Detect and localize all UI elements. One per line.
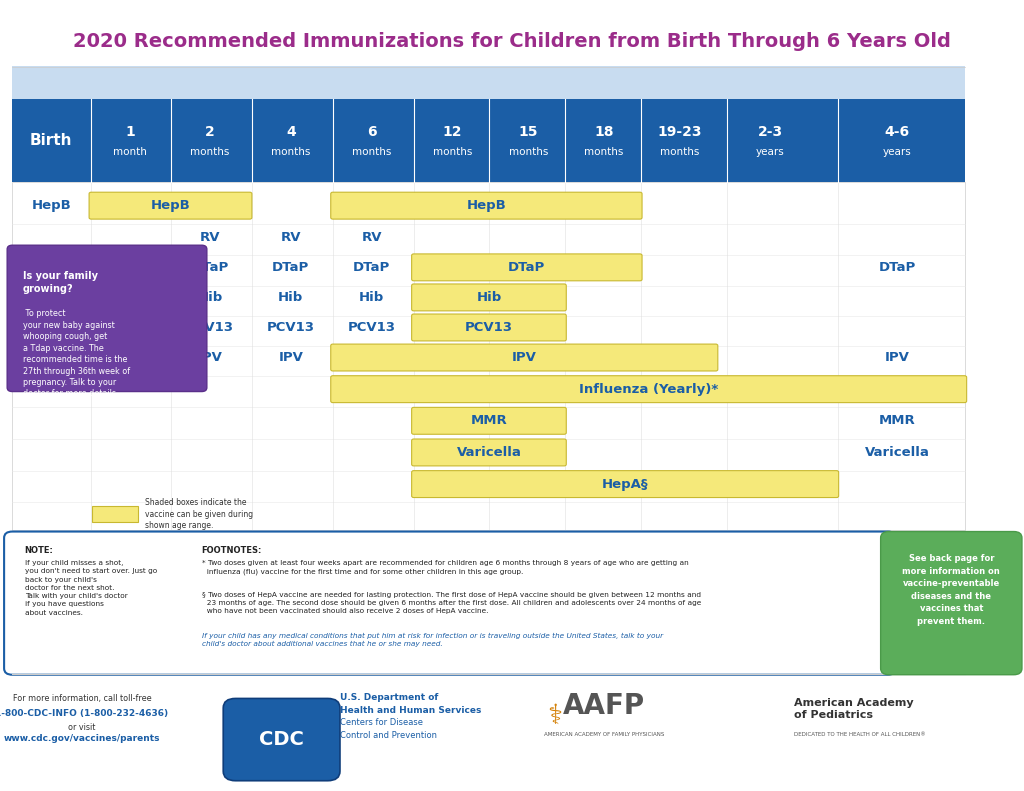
Text: AMERICAN ACADEMY OF FAMILY PHYSICIANS: AMERICAN ACADEMY OF FAMILY PHYSICIANS (544, 732, 665, 736)
Text: NOTE:: NOTE: (25, 546, 53, 554)
Text: 19-23: 19-23 (657, 126, 702, 139)
FancyBboxPatch shape (412, 471, 839, 498)
Text: Health and Human Services: Health and Human Services (340, 706, 481, 714)
Text: If your child misses a shot,
you don't need to start over. Just go
back to your : If your child misses a shot, you don't n… (25, 560, 157, 615)
FancyBboxPatch shape (412, 439, 566, 466)
Text: Hib: Hib (279, 291, 303, 304)
Text: HepB: HepB (151, 199, 190, 212)
Text: American Academy: American Academy (794, 698, 913, 708)
Text: 2: 2 (205, 126, 215, 139)
Text: 4-6: 4-6 (885, 126, 909, 139)
Text: months: months (352, 147, 391, 157)
Text: MMR: MMR (879, 414, 915, 427)
Text: Birth: Birth (30, 133, 73, 148)
Text: U.S. Department of: U.S. Department of (340, 693, 438, 702)
FancyBboxPatch shape (412, 314, 566, 341)
Text: DTaP: DTaP (879, 261, 915, 274)
Text: RV: RV (281, 231, 301, 244)
Text: Shaded boxes indicate the
vaccine can be given during
shown age range.: Shaded boxes indicate the vaccine can be… (145, 498, 254, 531)
FancyBboxPatch shape (881, 532, 1022, 675)
Text: * Two doses given at least four weeks apart are recommended for children age 6 m: * Two doses given at least four weeks ap… (202, 560, 688, 574)
Text: Varicella: Varicella (457, 446, 521, 459)
Text: IPV: IPV (279, 351, 303, 364)
Text: Hib: Hib (476, 291, 502, 304)
Text: 1: 1 (125, 126, 135, 139)
Text: RV: RV (200, 231, 220, 244)
Text: months: months (190, 147, 229, 157)
Text: HepA§: HepA§ (602, 478, 648, 490)
Text: DTaP: DTaP (191, 261, 228, 274)
Text: PCV13: PCV13 (465, 321, 513, 334)
Text: 18: 18 (594, 126, 614, 139)
Text: ⚕: ⚕ (548, 702, 562, 730)
FancyBboxPatch shape (412, 407, 566, 434)
FancyBboxPatch shape (412, 254, 642, 281)
Text: Varicella: Varicella (864, 446, 930, 459)
Text: 6: 6 (367, 126, 377, 139)
Text: month: month (113, 147, 147, 157)
FancyBboxPatch shape (331, 192, 642, 219)
Text: Hib: Hib (198, 291, 222, 304)
FancyBboxPatch shape (7, 245, 207, 392)
Bar (92, 506, 138, 522)
Text: or visit: or visit (69, 723, 95, 732)
Text: months: months (433, 147, 472, 157)
Text: Influenza (Yearly)*: Influenza (Yearly)* (580, 383, 718, 396)
Text: DEDICATED TO THE HEALTH OF ALL CHILDREN®: DEDICATED TO THE HEALTH OF ALL CHILDREN® (794, 732, 926, 736)
Bar (12, 182, 965, 530)
Bar (12, 99, 965, 182)
FancyBboxPatch shape (89, 192, 252, 219)
Text: RV: RV (361, 231, 382, 244)
Text: To protect
your new baby against
whooping cough, get
a Tdap vaccine. The
recomme: To protect your new baby against whoopin… (23, 309, 130, 399)
Text: For more information, call toll-free: For more information, call toll-free (12, 694, 152, 703)
Text: IPV: IPV (885, 351, 909, 364)
Text: Hib: Hib (359, 291, 384, 304)
Text: Control and Prevention: Control and Prevention (340, 731, 437, 740)
Text: PCV13: PCV13 (186, 321, 233, 334)
Text: years: years (756, 147, 784, 157)
Text: months: months (509, 147, 548, 157)
Text: months: months (660, 147, 699, 157)
Text: See back page for
more information on
vaccine-preventable
diseases and the
vacci: See back page for more information on va… (902, 554, 1000, 626)
Text: HepB: HepB (467, 199, 506, 212)
FancyBboxPatch shape (331, 376, 967, 403)
Text: DTaP: DTaP (272, 261, 309, 274)
Text: years: years (883, 147, 911, 157)
Text: DTaP: DTaP (353, 261, 390, 274)
Text: PCV13: PCV13 (267, 321, 314, 334)
Text: FOOTNOTES:: FOOTNOTES: (202, 546, 262, 554)
Text: www.cdc.gov/vaccines/parents: www.cdc.gov/vaccines/parents (4, 734, 160, 743)
FancyBboxPatch shape (223, 698, 340, 781)
Text: IPV: IPV (512, 351, 537, 364)
Text: 15: 15 (518, 126, 539, 139)
Text: IPV: IPV (198, 351, 222, 364)
Text: months: months (585, 147, 624, 157)
Text: § Two doses of HepA vaccine are needed for lasting protection. The first dose of: § Two doses of HepA vaccine are needed f… (202, 592, 701, 614)
Text: months: months (271, 147, 310, 157)
Text: PCV13: PCV13 (348, 321, 395, 334)
Text: HepB: HepB (32, 199, 71, 212)
FancyBboxPatch shape (412, 284, 566, 311)
Text: of Pediatrics: of Pediatrics (794, 710, 872, 721)
Text: Centers for Disease: Centers for Disease (340, 718, 423, 727)
FancyBboxPatch shape (4, 532, 896, 675)
Text: AAFP: AAFP (563, 691, 645, 720)
Text: CDC: CDC (259, 730, 304, 749)
Text: 2-3: 2-3 (758, 126, 782, 139)
Text: If your child has any medical conditions that put him at risk for infection or i: If your child has any medical conditions… (202, 633, 663, 647)
Text: MMR: MMR (471, 414, 507, 427)
Text: 4: 4 (286, 126, 296, 139)
Text: 1-800-CDC-INFO (1-800-232-4636): 1-800-CDC-INFO (1-800-232-4636) (0, 709, 169, 717)
Bar (12, 66, 965, 99)
FancyBboxPatch shape (331, 344, 718, 371)
Text: Is your family
growing?: Is your family growing? (23, 271, 97, 293)
Text: 2020 Recommended Immunizations for Children from Birth Through 6 Years Old: 2020 Recommended Immunizations for Child… (73, 32, 951, 51)
Text: DTaP: DTaP (508, 261, 546, 274)
Text: 12: 12 (442, 126, 463, 139)
